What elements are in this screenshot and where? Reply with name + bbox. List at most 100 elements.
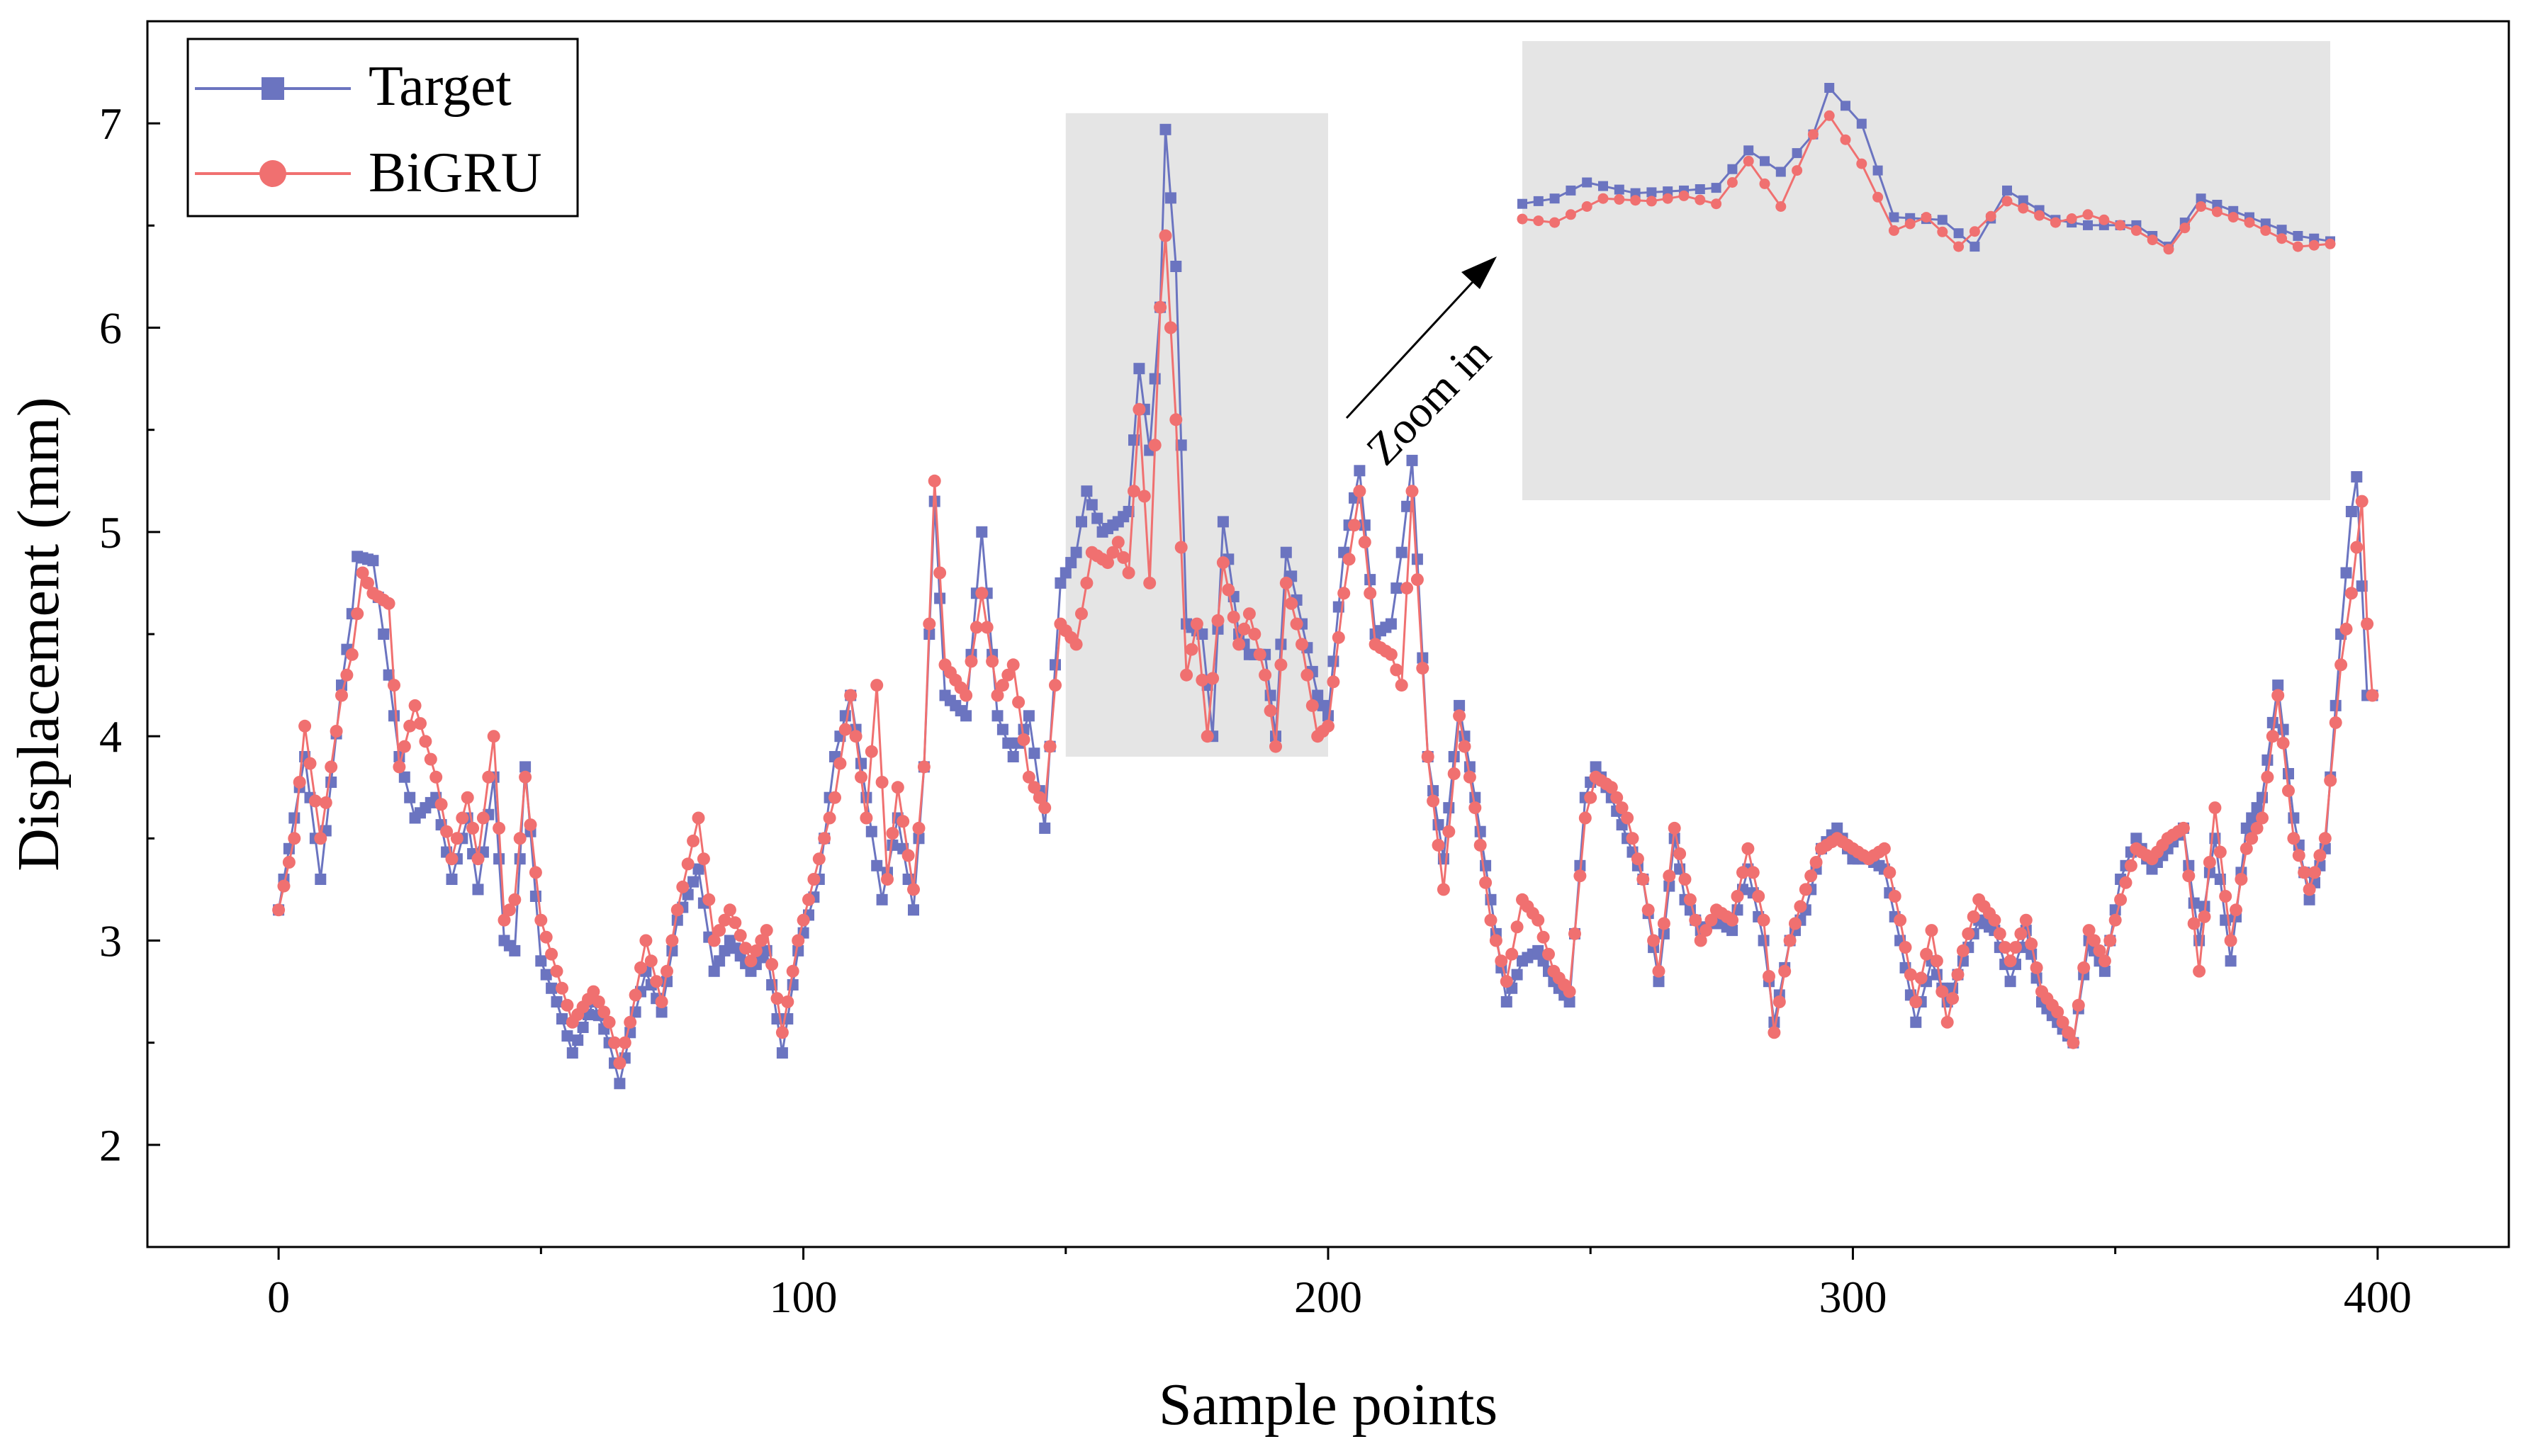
data-point-bigru bbox=[2072, 998, 2085, 1012]
data-point-bigru bbox=[2203, 856, 2216, 869]
data-point-bigru bbox=[414, 717, 427, 730]
data-point-target bbox=[1354, 465, 1366, 477]
data-point-bigru bbox=[476, 811, 490, 825]
data-point-bigru bbox=[655, 995, 668, 1008]
data-point-bigru bbox=[770, 992, 784, 1005]
data-point-bigru bbox=[1405, 485, 1419, 498]
data-point-target bbox=[315, 874, 327, 885]
data-point-bigru bbox=[1772, 995, 1786, 1008]
data-point-bigru bbox=[1988, 913, 2001, 927]
data-point-bigru bbox=[519, 770, 532, 784]
data-point-bigru bbox=[293, 776, 306, 789]
inset-point-target bbox=[1598, 181, 1608, 191]
data-point-bigru bbox=[545, 947, 558, 961]
inset-point-target bbox=[1614, 184, 1624, 195]
data-point-bigru bbox=[1757, 913, 1770, 927]
zoom-inset-panel bbox=[1522, 41, 2330, 500]
data-point-target bbox=[1028, 747, 1040, 760]
data-point-bigru bbox=[828, 791, 841, 804]
x-tick-label: 300 bbox=[1819, 1272, 1887, 1322]
data-point-bigru bbox=[1075, 607, 1088, 621]
data-point-bigru bbox=[2224, 934, 2237, 947]
data-point-bigru bbox=[450, 832, 463, 845]
data-point-target bbox=[2283, 768, 2294, 779]
data-point-bigru bbox=[319, 796, 332, 809]
data-point-bigru bbox=[2088, 934, 2101, 947]
data-point-bigru bbox=[2361, 617, 2374, 631]
inset-point-bigru bbox=[1695, 194, 1706, 205]
data-point-target bbox=[378, 628, 390, 640]
inset-point-bigru bbox=[2244, 217, 2255, 228]
data-point-target bbox=[325, 777, 337, 788]
data-point-bigru bbox=[1731, 890, 1744, 903]
y-tick-label: 2 bbox=[99, 1120, 122, 1170]
legend-bigru-label: BiGRU bbox=[369, 142, 542, 204]
data-point-bigru bbox=[1683, 893, 1697, 906]
data-point-bigru bbox=[1468, 801, 1482, 815]
data-point-bigru bbox=[1022, 770, 1035, 784]
data-point-bigru bbox=[592, 995, 605, 1008]
data-point-bigru bbox=[1605, 781, 1618, 794]
data-point-bigru bbox=[1888, 890, 1901, 903]
series-layer bbox=[272, 123, 2379, 1090]
data-point-bigru bbox=[382, 597, 395, 610]
data-point-bigru bbox=[345, 648, 359, 661]
data-point-target bbox=[976, 526, 988, 538]
data-point-target bbox=[1312, 689, 1324, 701]
data-point-target bbox=[566, 1047, 578, 1059]
data-point-bigru bbox=[330, 725, 343, 738]
data-point-bigru bbox=[775, 1026, 789, 1039]
data-point-bigru bbox=[1578, 811, 1592, 825]
data-point-bigru bbox=[718, 913, 731, 927]
inset-point-bigru bbox=[2018, 203, 2029, 214]
data-point-bigru bbox=[2318, 832, 2332, 845]
data-point-bigru bbox=[1789, 917, 1802, 930]
data-point-target bbox=[1264, 689, 1276, 701]
inset-point-bigru bbox=[1921, 212, 1932, 223]
data-point-target bbox=[2351, 471, 2363, 482]
data-point-target bbox=[535, 955, 547, 967]
data-point-bigru bbox=[713, 924, 726, 937]
data-point-target bbox=[2225, 955, 2237, 967]
data-point-target bbox=[1055, 577, 1067, 589]
data-point-target bbox=[1086, 499, 1098, 511]
data-point-target bbox=[1401, 500, 1413, 512]
data-point-bigru bbox=[1143, 576, 1157, 589]
data-point-bigru bbox=[2067, 1036, 2080, 1049]
data-point-bigru bbox=[429, 770, 443, 784]
data-point-target bbox=[1039, 822, 1051, 834]
data-point-target bbox=[887, 839, 899, 851]
data-point-bigru bbox=[2098, 954, 2111, 968]
inset-point-bigru bbox=[2082, 209, 2094, 220]
data-point-target bbox=[960, 710, 972, 722]
inset-point-bigru bbox=[2130, 225, 2142, 236]
inset-point-bigru bbox=[1646, 196, 1657, 207]
data-point-bigru bbox=[1237, 622, 1251, 636]
data-point-bigru bbox=[1111, 536, 1125, 549]
data-point-target bbox=[687, 876, 699, 888]
data-point-bigru bbox=[1993, 927, 2006, 940]
data-point-target bbox=[2303, 893, 2315, 905]
data-point-bigru bbox=[2230, 903, 2242, 917]
y-tick-label: 6 bbox=[99, 303, 122, 354]
data-point-target bbox=[367, 555, 379, 567]
data-point-bigru bbox=[2077, 961, 2091, 974]
inset-point-target bbox=[2293, 231, 2303, 241]
data-point-bigru bbox=[2261, 770, 2274, 784]
data-point-bigru bbox=[1395, 679, 1408, 692]
data-point-bigru bbox=[1510, 920, 1524, 934]
data-point-bigru bbox=[340, 668, 354, 682]
data-point-target bbox=[388, 710, 400, 722]
data-point-target bbox=[2272, 679, 2284, 692]
data-point-bigru bbox=[1364, 587, 1377, 600]
data-point-bigru bbox=[1159, 229, 1172, 242]
legend-box bbox=[186, 38, 579, 218]
data-point-bigru bbox=[1694, 934, 1707, 947]
data-point-bigru bbox=[1353, 485, 1366, 498]
data-point-bigru bbox=[498, 913, 511, 927]
data-point-target bbox=[1322, 710, 1334, 722]
data-point-bigru bbox=[2019, 913, 2033, 927]
data-point-bigru bbox=[419, 735, 432, 748]
data-point-target bbox=[1327, 655, 1339, 667]
data-point-bigru bbox=[561, 998, 574, 1012]
